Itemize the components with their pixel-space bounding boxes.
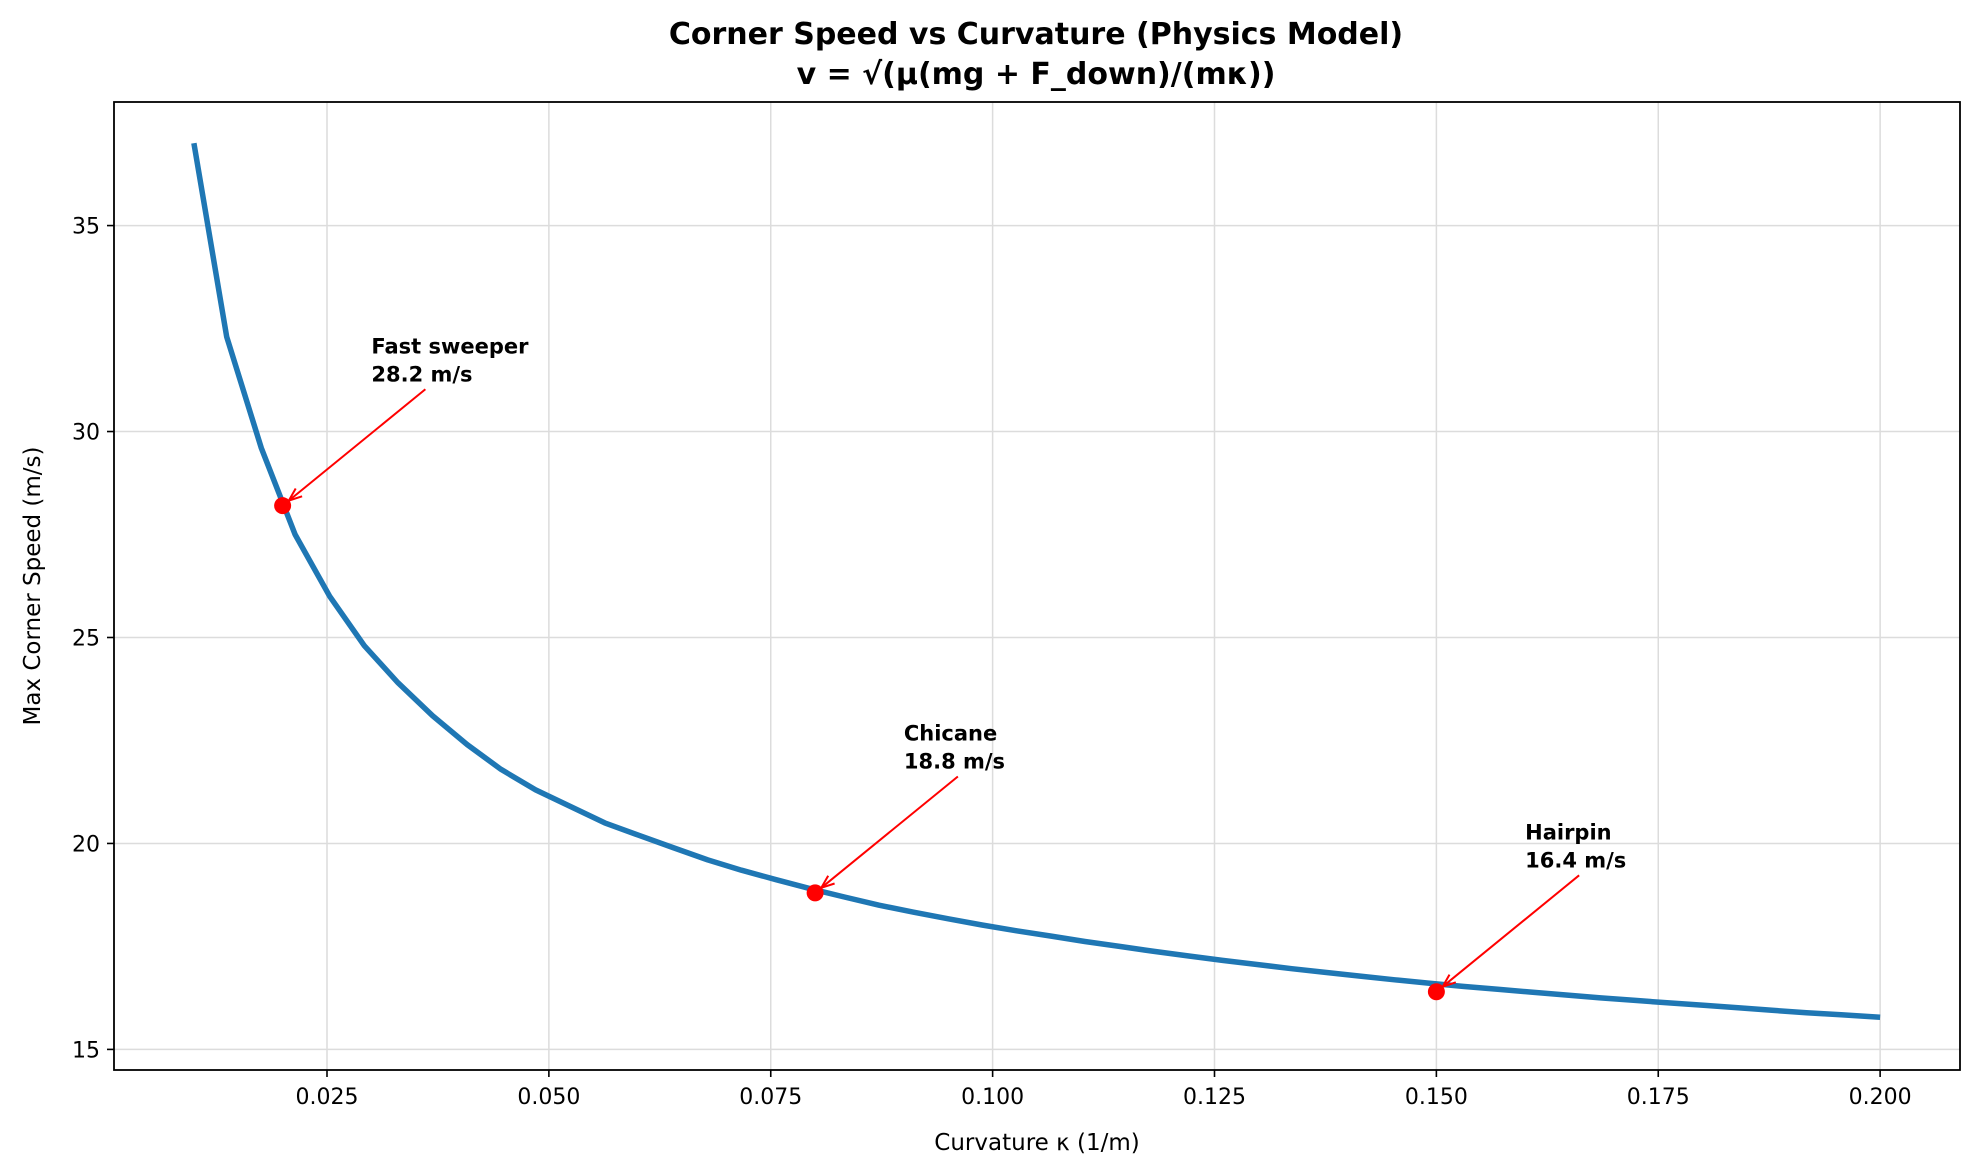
chart-title: Corner Speed vs Curvature (Physics Model… xyxy=(669,17,1403,52)
annotation-arrow xyxy=(288,388,427,502)
series-layer xyxy=(191,142,1881,1021)
x-tick-label: 0.125 xyxy=(1183,1085,1246,1110)
x-tick-label: 0.050 xyxy=(517,1085,580,1110)
highlight-points: Fast sweeper 28.2 m/s Chicane 18.8 m/s Hairp… xyxy=(274,334,1626,1001)
annotation-arrow xyxy=(1441,874,1580,988)
x-axis-label: Curvature κ (1/m) xyxy=(934,1130,1139,1156)
x-tick-label: 0.025 xyxy=(296,1085,359,1110)
annotation-label-line: Chicane xyxy=(904,721,997,745)
highlight-point xyxy=(274,497,292,515)
x-tick-label: 0.200 xyxy=(1849,1085,1912,1110)
x-tick-label: 0.150 xyxy=(1405,1085,1468,1110)
y-tick-label: 35 xyxy=(72,215,100,240)
highlight-point xyxy=(1427,983,1445,1001)
annotation-label: Chicane 18.8 m/s xyxy=(904,721,1005,773)
annotation-label: Fast sweeper 28.2 m/s xyxy=(371,334,529,386)
annotation-label-line: 18.8 m/s xyxy=(904,749,1005,773)
x-tick-label: 0.175 xyxy=(1627,1085,1690,1110)
x-tick-label: 0.100 xyxy=(961,1085,1024,1110)
annotation-arrow xyxy=(820,775,959,889)
y-tick-label: 30 xyxy=(72,421,100,446)
annotation-label-line: Hairpin xyxy=(1525,820,1611,844)
x-tick-label: 0.075 xyxy=(739,1085,802,1110)
highlight-point xyxy=(806,884,824,902)
annotation-label: Hairpin 16.4 m/s xyxy=(1525,820,1626,872)
axis-ticks: 0.025 0.050 0.075 0.100 0.125 0.150 0.175 0.200… xyxy=(72,215,1912,1110)
grid xyxy=(114,102,1960,1070)
y-axis-label: Max Corner Speed (m/s) xyxy=(20,446,46,725)
y-tick-label: 25 xyxy=(72,626,100,651)
series-line xyxy=(191,142,1881,1021)
annotation-label-line: 28.2 m/s xyxy=(371,362,472,386)
annotation-label-line: 16.4 m/s xyxy=(1525,848,1626,872)
y-tick-label: 15 xyxy=(72,1038,100,1063)
annotation-label-line: Fast sweeper xyxy=(371,334,529,358)
chart-subtitle: v = √(μ(mg + F_down)/(mκ)) xyxy=(797,57,1276,92)
plot-area xyxy=(113,101,1961,1071)
y-tick-label: 20 xyxy=(72,832,100,857)
